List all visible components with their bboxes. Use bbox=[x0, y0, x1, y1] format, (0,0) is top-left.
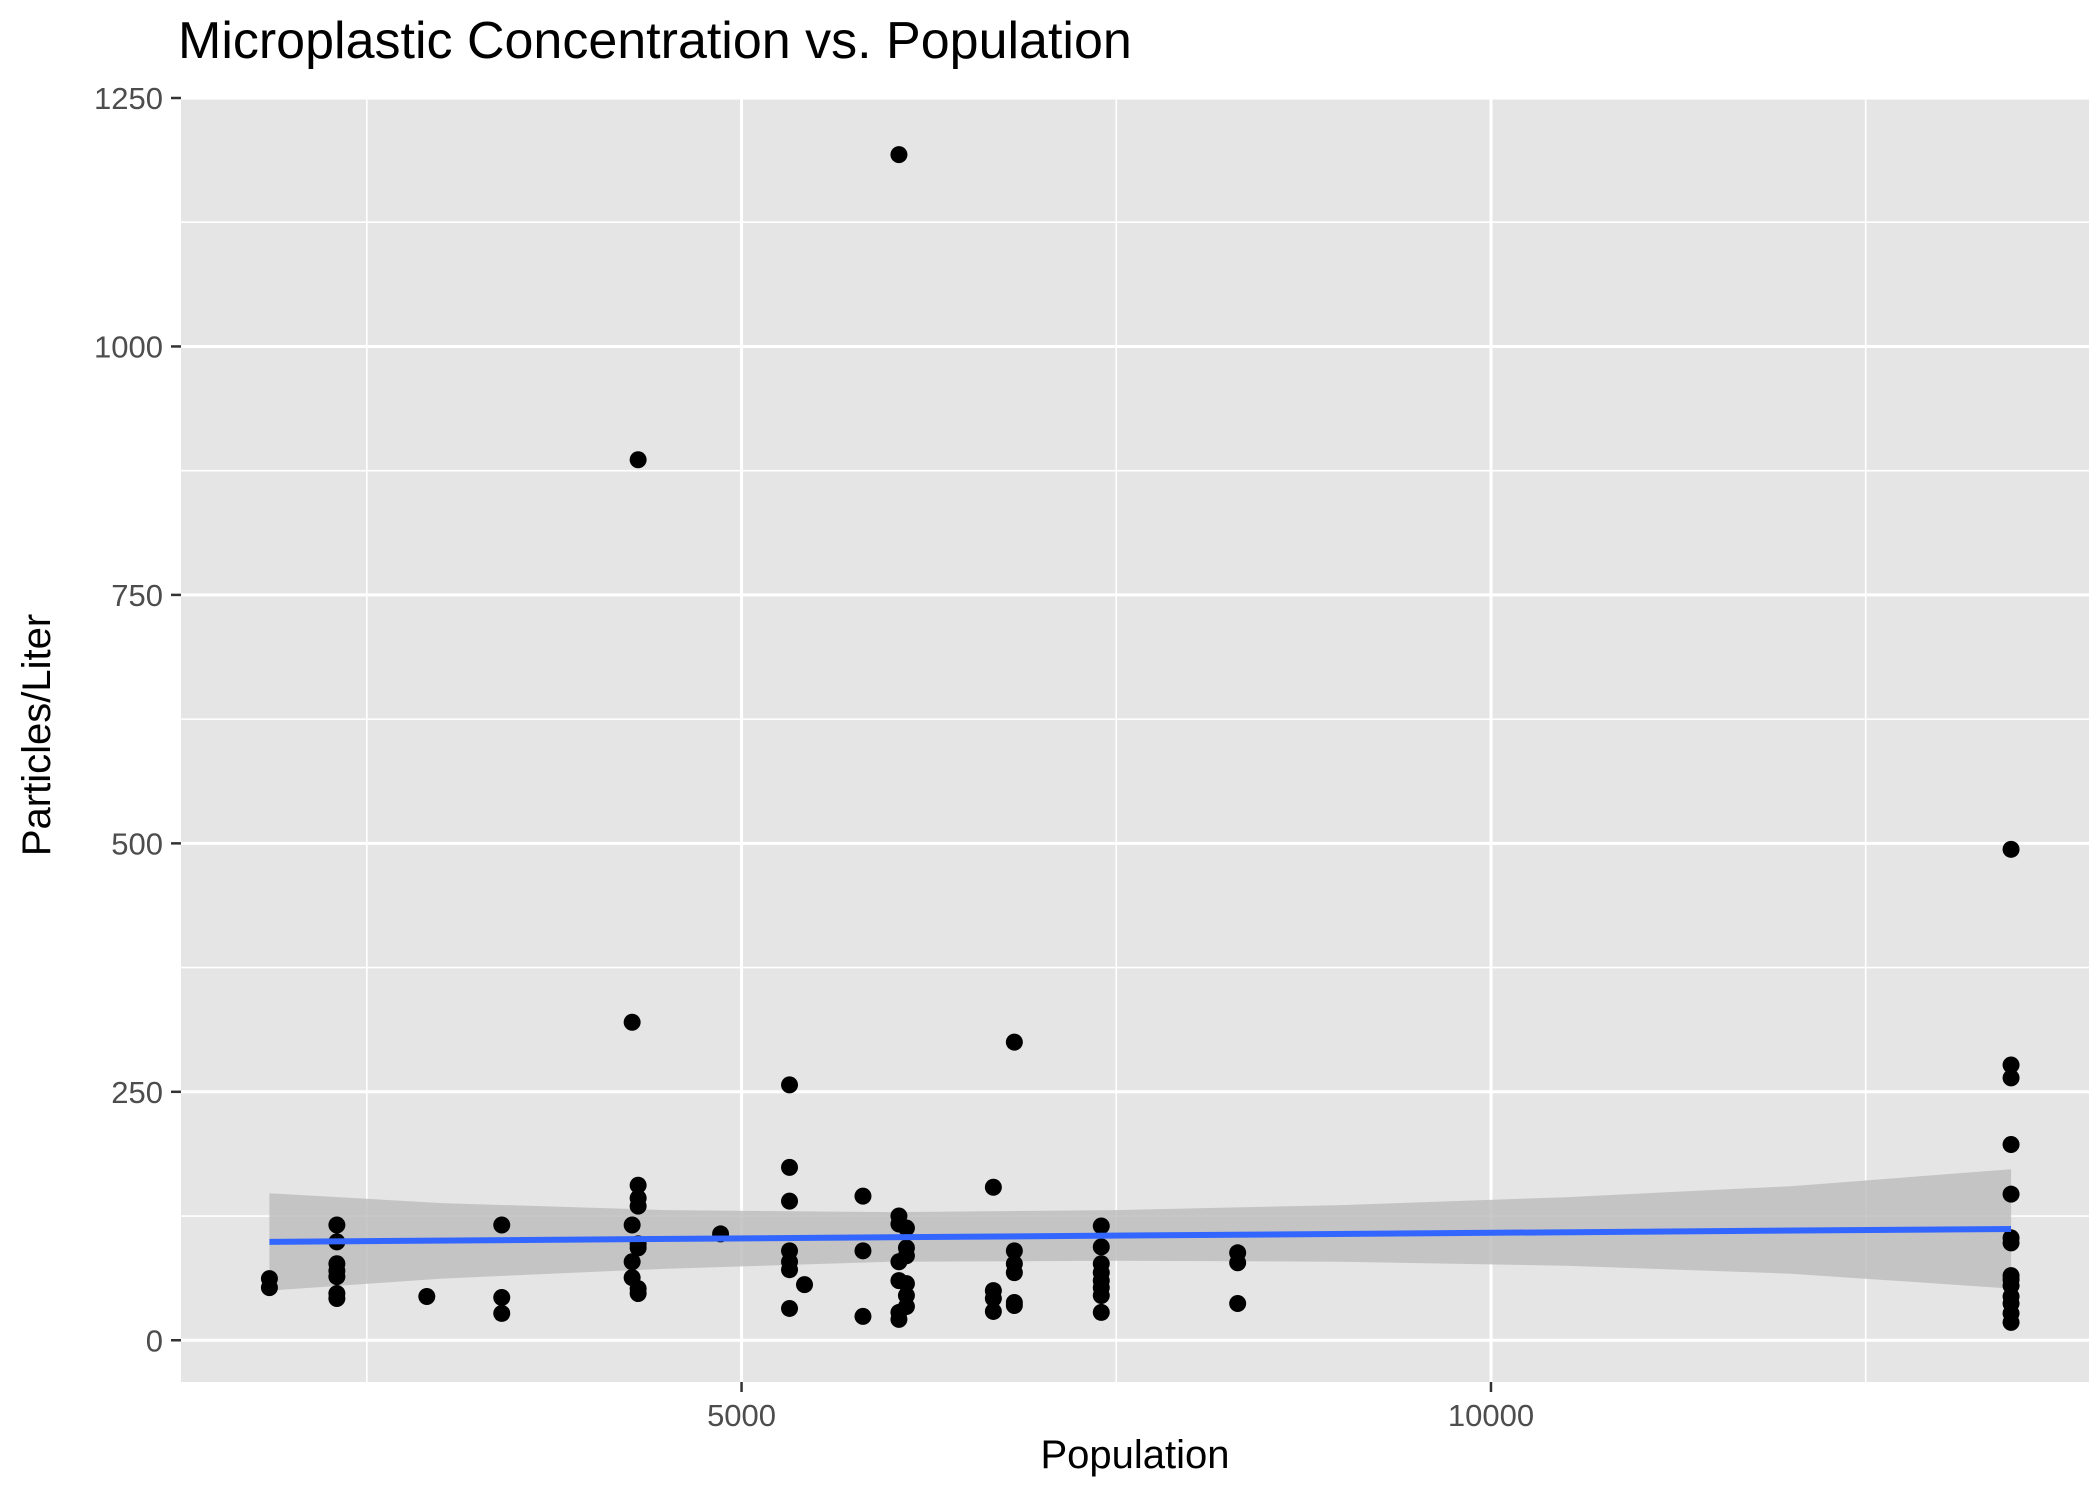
data-point bbox=[2002, 1313, 2020, 1331]
data-point bbox=[1005, 1242, 1023, 1260]
data-point bbox=[1005, 1296, 1023, 1314]
data-point bbox=[897, 1219, 915, 1237]
data-point bbox=[781, 1192, 799, 1210]
major-gridlines bbox=[181, 96, 2089, 1382]
data-point bbox=[890, 146, 908, 164]
data-point bbox=[1005, 1264, 1023, 1282]
data-point bbox=[984, 1178, 1002, 1196]
x-tick-label: 10000 bbox=[1448, 1398, 1534, 1433]
y-tick-label: 500 bbox=[111, 826, 163, 861]
data-point bbox=[1005, 1033, 1023, 1051]
data-point bbox=[796, 1276, 814, 1294]
data-point bbox=[493, 1216, 511, 1234]
data-point bbox=[1092, 1217, 1110, 1235]
y-tick-label: 1250 bbox=[94, 81, 163, 116]
data-point bbox=[897, 1297, 915, 1315]
confidence-band bbox=[269, 1169, 2012, 1291]
x-axis-title: Population bbox=[1040, 1433, 1229, 1477]
data-points bbox=[260, 146, 2020, 1331]
data-point bbox=[897, 1247, 915, 1265]
data-point bbox=[629, 451, 647, 469]
data-point bbox=[623, 1013, 641, 1031]
data-point bbox=[1229, 1254, 1247, 1272]
data-point bbox=[418, 1288, 436, 1306]
data-point bbox=[781, 1261, 799, 1279]
data-point bbox=[493, 1289, 511, 1307]
data-point bbox=[781, 1076, 799, 1094]
data-point bbox=[2002, 1234, 2020, 1252]
data-point bbox=[623, 1216, 641, 1234]
y-tick-label: 0 bbox=[146, 1323, 163, 1358]
data-point bbox=[629, 1197, 647, 1215]
data-point bbox=[2002, 840, 2020, 858]
data-point bbox=[2002, 1185, 2020, 1203]
data-point bbox=[328, 1216, 346, 1234]
data-point bbox=[2002, 1069, 2020, 1087]
y-tick-label: 250 bbox=[111, 1075, 163, 1110]
data-point bbox=[854, 1187, 872, 1205]
data-point bbox=[493, 1304, 511, 1322]
data-point bbox=[260, 1279, 278, 1297]
data-point bbox=[328, 1290, 346, 1308]
data-point bbox=[854, 1307, 872, 1325]
x-tick-label: 5000 bbox=[707, 1398, 776, 1433]
data-point bbox=[623, 1253, 641, 1271]
data-point bbox=[1092, 1287, 1110, 1305]
data-point bbox=[629, 1239, 647, 1257]
data-point bbox=[781, 1299, 799, 1317]
data-point bbox=[1092, 1238, 1110, 1256]
data-point bbox=[890, 1310, 908, 1328]
data-point bbox=[2002, 1056, 2020, 1074]
y-axis: 0 250 500 750 1000 1250 bbox=[94, 81, 181, 1358]
data-point bbox=[984, 1290, 1002, 1308]
x-axis: 5000 10000 bbox=[707, 1382, 1534, 1433]
data-point bbox=[854, 1242, 872, 1260]
plot-panel bbox=[181, 98, 2089, 1382]
data-point bbox=[328, 1268, 346, 1286]
data-point bbox=[984, 1302, 1002, 1320]
data-point bbox=[781, 1158, 799, 1176]
trend-line bbox=[269, 1225, 2012, 1245]
y-tick-label: 750 bbox=[111, 578, 163, 613]
data-point bbox=[629, 1285, 647, 1303]
data-point bbox=[1092, 1303, 1110, 1321]
y-axis-title: Particles/Liter bbox=[15, 614, 59, 856]
data-point bbox=[629, 1176, 647, 1194]
chart-title: Microplastic Concentration vs. Populatio… bbox=[178, 12, 1132, 70]
data-point bbox=[897, 1275, 915, 1293]
data-point bbox=[1229, 1294, 1247, 1312]
y-tick-label: 1000 bbox=[94, 329, 163, 364]
data-point bbox=[2002, 1135, 2020, 1153]
